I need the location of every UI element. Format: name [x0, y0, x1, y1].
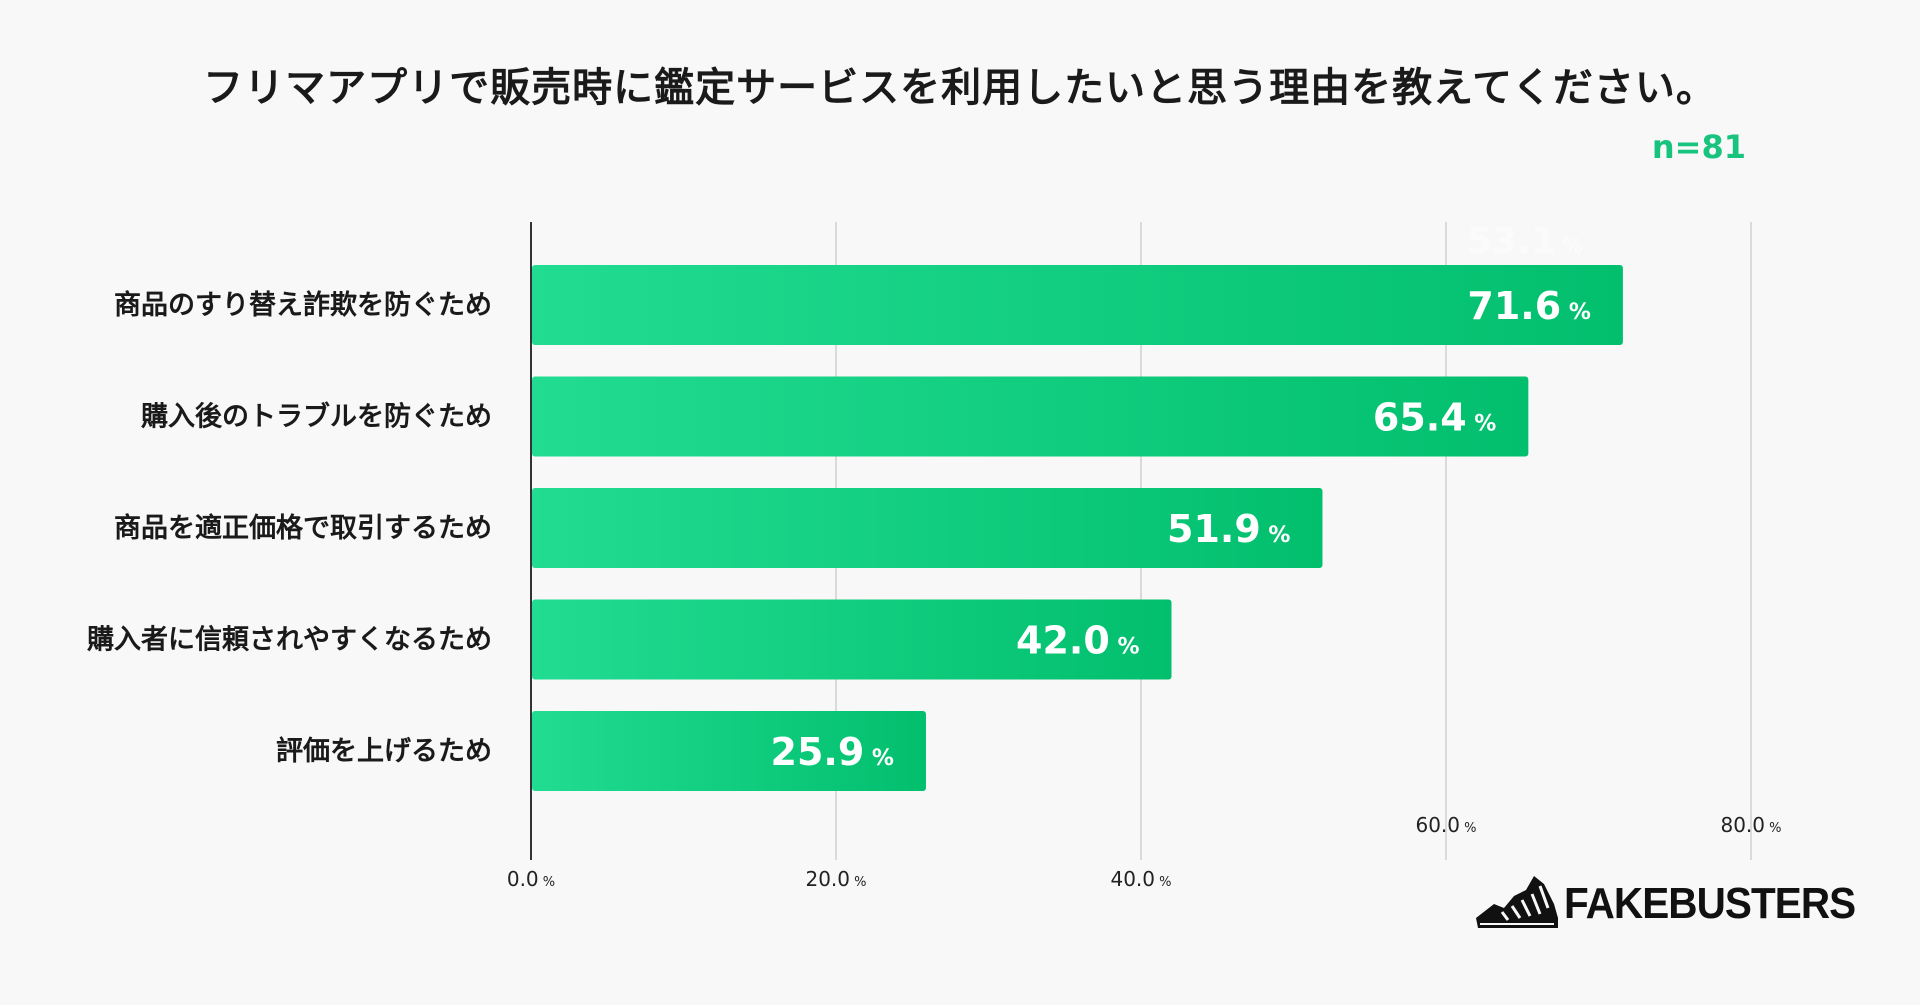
category-label: 購入後のトラブルを防ぐため [141, 401, 492, 433]
chart-title: フリマアプリで販売時に鑑定サービスを利用したいと思う理由を教えてください。 [203, 65, 1717, 111]
bar [532, 265, 1623, 345]
sample-size: n=81 [1651, 128, 1746, 166]
value-label: 65.4 % [1373, 396, 1496, 440]
x-tick-label: 40.0 % [1110, 867, 1171, 891]
category-label: 購入者に信頼されやすくなるため [87, 625, 492, 656]
bar [532, 376, 1529, 457]
x-tick-label: 20.0 % [805, 867, 866, 891]
value-label: 51.9 % [1167, 507, 1290, 551]
x-tick-label: 80.0 % [1720, 813, 1781, 837]
ghost-value-label: 53.1 % [1467, 221, 1583, 262]
value-label: 25.9 % [771, 730, 894, 774]
x-tick-label: 60.0 % [1415, 813, 1476, 837]
bar [532, 488, 1323, 568]
fakebusters-logo: FAKEBUSTERS [1474, 874, 1881, 934]
category-label: 商品のすり替え詐欺を防ぐため [114, 289, 492, 321]
brand-name: FAKEBUSTERS [1564, 879, 1856, 928]
bar [532, 599, 1172, 680]
value-label: 71.6 % [1467, 284, 1590, 328]
x-tick-label: 0.0 % [507, 867, 555, 891]
value-label: 42.0 % [1016, 619, 1139, 663]
bar [532, 711, 926, 791]
sneaker-icon [1476, 876, 1558, 928]
category-label: 評価を上げるため [276, 735, 492, 767]
category-label: 商品を適正価格で取引するため [114, 512, 492, 544]
